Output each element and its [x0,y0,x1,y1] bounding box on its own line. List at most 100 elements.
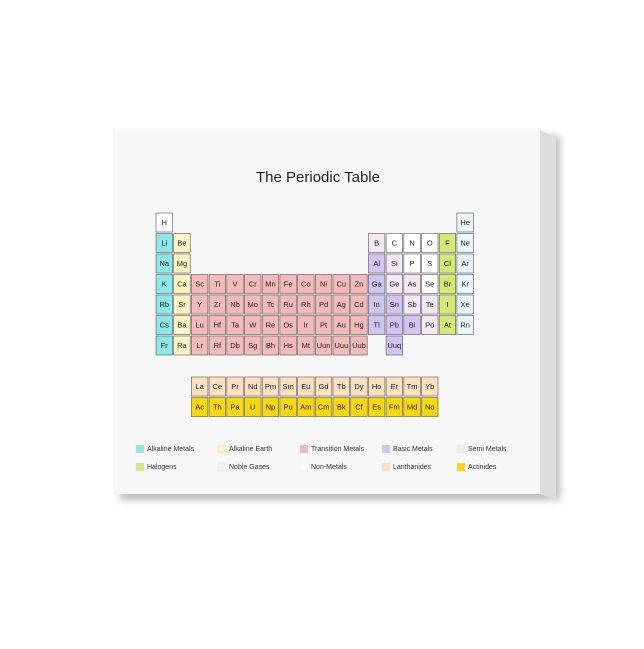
element-symbol: Fe [284,280,293,289]
element-cell: Sr [173,294,191,315]
element-symbol: Md [407,403,417,412]
element-symbol: Tl [374,321,381,330]
element-symbol: Se [425,280,434,289]
element-cell: H [155,212,173,233]
cell-box [421,233,439,253]
element-symbol: Ru [283,300,293,309]
cell-box [385,315,403,335]
cell-box [279,294,297,315]
element-symbol: Na [159,259,169,268]
element-symbol: Dy [354,382,363,391]
element-cell: Ho [368,376,386,397]
element-cell: Ba [173,315,191,335]
cell-box [155,233,173,253]
element-symbol: Pt [320,321,328,330]
element-cell: Md [403,397,421,417]
element-cell: Sc [191,274,209,294]
element-symbol: Er [391,382,399,391]
cell-box [456,315,474,335]
cell-box [226,315,244,335]
element-symbol: Cf [355,403,363,412]
cell-box [208,376,226,397]
cell-box [261,315,280,335]
cell-box [332,376,350,397]
element-cell: Zn [350,274,368,294]
cell-box [279,397,297,417]
cell-box [403,294,421,315]
cell-box [244,335,262,356]
element-symbol: Sb [407,300,416,309]
element-symbol: Cd [354,300,364,309]
cell-box [173,253,191,274]
element-symbol: Lr [196,341,203,350]
legend-label: Basic Metals [393,446,433,453]
cell-box [403,274,421,294]
element-symbol: As [408,280,417,289]
element-symbol: Te [426,300,434,309]
cell-box [297,397,315,417]
legend-swatch [135,444,145,454]
cell-box [368,376,386,397]
cell-box [421,274,439,294]
element-symbol: Ca [177,280,187,289]
cell-box [226,294,244,315]
element-cell: N [403,233,421,253]
element-symbol: Au [337,321,346,330]
element-cell: Nb [226,294,244,315]
element-cell: Pd [314,294,333,315]
cell-box [438,253,457,274]
element-symbol: Co [301,280,311,289]
cell-box [191,294,209,315]
element-cell: Os [279,315,297,335]
element-cell: Hg [350,315,368,335]
element-cell: P [403,253,421,274]
element-symbol: Pa [230,403,240,412]
element-cell: Ag [332,294,350,315]
element-cell: Mo [244,294,262,315]
element-cell: Uub [350,335,368,356]
element-symbol: Rf [214,341,222,350]
element-cell: Ir [297,315,315,335]
element-symbol: Bk [337,403,346,412]
element-cell: In [368,294,386,315]
element-symbol: Bh [266,341,275,350]
cell-box [350,315,368,335]
element-cell: Yb [421,376,439,397]
element-cell: At [438,315,457,335]
element-symbol: Pm [265,382,276,391]
element-cell: Po [421,315,439,335]
cell-box [332,315,350,335]
cell-box [456,274,474,294]
element-symbol: Ir [304,321,309,330]
legend-swatch [135,462,145,472]
element-cell: Tm [403,376,421,397]
element-symbol: Ni [320,280,327,289]
element-cell: Np [261,397,280,417]
element-symbol: Th [213,403,222,412]
element-cell: Cu [332,274,350,294]
element-cell: Am [297,397,315,417]
element-symbol: Ne [460,239,470,248]
element-cell: Sm [279,376,297,397]
element-symbol: Uun [317,341,331,350]
element-symbol: Re [266,321,276,330]
element-symbol: W [249,321,257,330]
cell-box [403,233,421,253]
element-cell: Ge [385,274,403,294]
element-cell: Rf [208,335,226,356]
legend-swatch [299,444,309,454]
cell-box [226,397,244,417]
element-symbol: Sn [390,300,399,309]
cell-box [191,397,209,417]
element-cell: Tb [332,376,350,397]
cell-box [244,315,262,335]
element-cell: Cr [244,274,262,294]
element-symbol: Tb [337,382,346,391]
cell-box [332,397,350,417]
legend: Alkaline Metals Alkaline Earth Transition … [135,444,507,472]
element-cell: Mn [261,274,280,294]
cell-box [403,315,421,335]
cell-box [208,335,226,356]
cell-box [403,376,421,397]
